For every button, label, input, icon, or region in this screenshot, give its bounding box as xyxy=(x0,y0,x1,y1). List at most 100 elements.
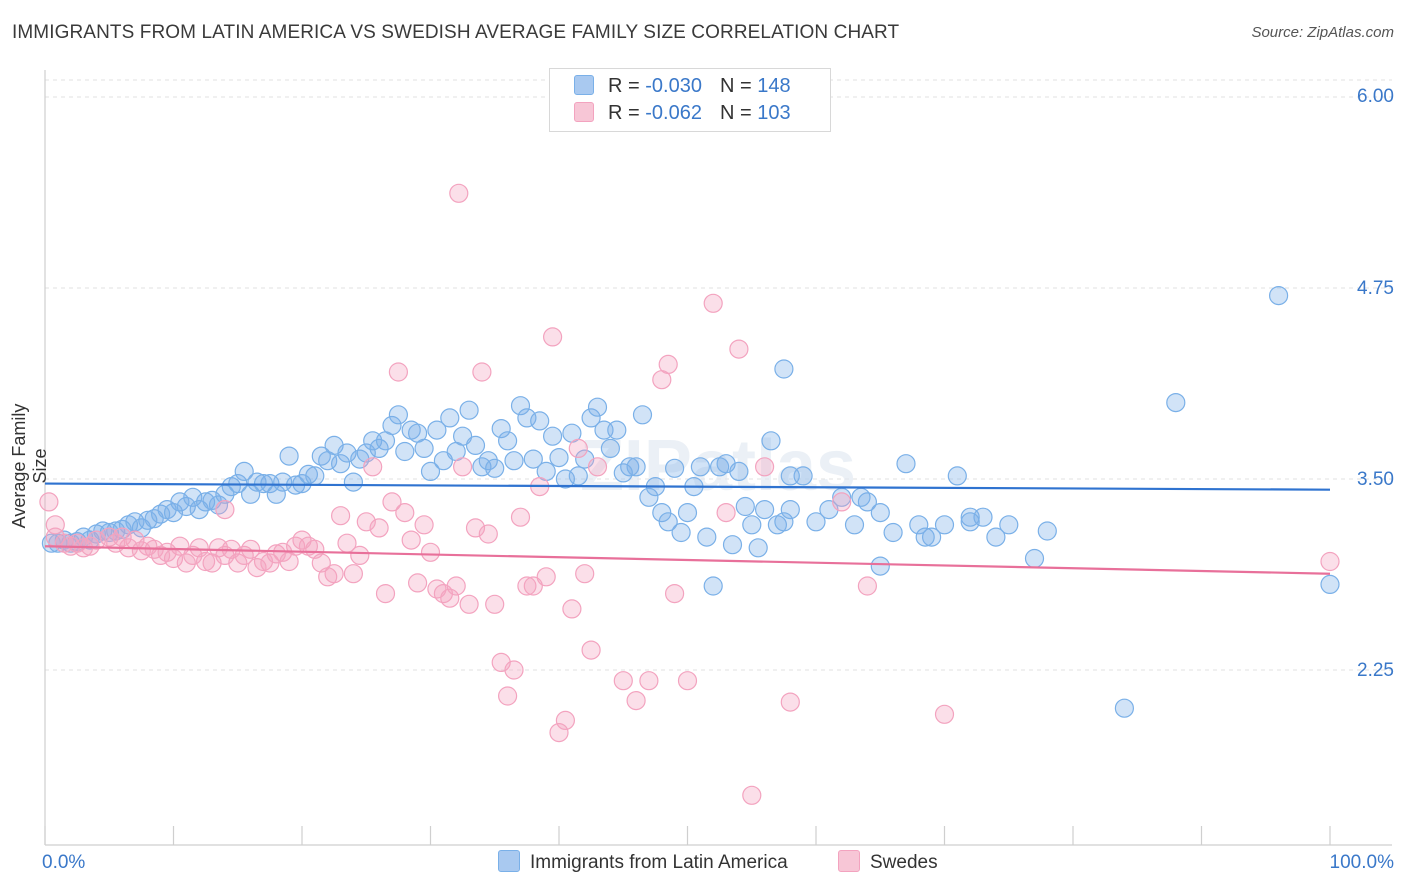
point-latin-america xyxy=(587,397,608,417)
point-swedes xyxy=(575,564,595,584)
point-latin-america xyxy=(774,359,794,379)
point-latin-america xyxy=(780,500,800,520)
legend-r-value: -0.062 xyxy=(645,102,702,124)
point-latin-america xyxy=(478,451,498,471)
point-latin-america xyxy=(690,457,711,477)
x-tick-label: 100.0% xyxy=(1329,852,1394,873)
point-latin-america xyxy=(729,461,749,481)
legend-row-latin-america: R = -0.030 N = 148 xyxy=(574,75,791,98)
point-latin-america xyxy=(491,419,511,439)
point-swedes xyxy=(420,542,441,562)
point-swedes xyxy=(449,183,469,203)
point-swedes xyxy=(170,536,190,556)
point-swedes xyxy=(401,530,421,550)
point-swedes xyxy=(331,506,351,526)
point-swedes xyxy=(498,686,518,706)
point-swedes xyxy=(45,515,65,535)
point-latin-america xyxy=(581,408,601,428)
point-swedes xyxy=(742,785,762,805)
point-latin-america xyxy=(735,496,755,517)
point-latin-america xyxy=(774,512,794,532)
point-latin-america xyxy=(498,431,518,451)
legend-r-value: -0.030 xyxy=(645,75,702,97)
point-latin-america xyxy=(780,466,800,486)
point-swedes xyxy=(196,551,216,572)
point-latin-america xyxy=(388,405,408,425)
point-swedes xyxy=(414,515,434,535)
point-latin-america xyxy=(754,500,775,520)
point-latin-america xyxy=(632,405,653,425)
point-latin-america xyxy=(1320,574,1340,595)
point-latin-america xyxy=(921,527,942,547)
point-swedes xyxy=(228,553,248,573)
bottom-legend-latin-america: Immigrants from Latin America xyxy=(498,850,788,874)
point-latin-america xyxy=(530,411,550,431)
point-swedes xyxy=(857,576,878,596)
legend-swatch-latin-america xyxy=(574,75,594,95)
point-latin-america xyxy=(1024,548,1045,569)
point-latin-america xyxy=(999,515,1019,535)
point-latin-america xyxy=(1166,393,1186,413)
source-label: Source: ZipAtlas.com xyxy=(1251,24,1394,41)
point-swedes xyxy=(729,339,749,359)
point-swedes xyxy=(587,457,608,477)
point-swedes xyxy=(485,594,505,614)
point-latin-america xyxy=(947,466,967,486)
point-swedes xyxy=(324,564,344,584)
point-latin-america xyxy=(279,446,299,466)
point-swedes xyxy=(343,564,363,584)
bottom-legend-label: Immigrants from Latin America xyxy=(530,852,788,873)
point-swedes xyxy=(626,690,646,711)
point-swedes xyxy=(504,660,524,680)
point-swedes xyxy=(478,524,498,544)
point-latin-america xyxy=(671,522,691,543)
legend-n-label: N = xyxy=(719,102,758,124)
point-latin-america xyxy=(504,451,524,471)
point-latin-america xyxy=(427,420,447,440)
point-latin-america xyxy=(761,431,781,451)
point-swedes xyxy=(459,594,479,614)
point-latin-america xyxy=(697,527,717,547)
legend-swatch-swedes xyxy=(574,102,594,122)
point-latin-america xyxy=(465,435,486,455)
point-swedes xyxy=(453,457,473,477)
point-swedes xyxy=(446,576,466,596)
point-latin-america xyxy=(510,396,531,416)
point-latin-america xyxy=(677,502,698,523)
point-latin-america xyxy=(896,454,916,474)
point-swedes xyxy=(440,588,460,608)
point-swedes xyxy=(39,492,59,512)
point-latin-america xyxy=(658,512,678,532)
point-swedes xyxy=(517,576,537,596)
point-swedes xyxy=(369,518,389,538)
point-swedes xyxy=(510,507,531,527)
point-latin-america xyxy=(986,527,1006,547)
point-swedes xyxy=(832,492,852,512)
point-latin-america xyxy=(748,538,768,558)
x-tick-label: 0.0% xyxy=(42,852,86,873)
point-swedes xyxy=(388,362,408,382)
legend-n-value: 148 xyxy=(757,75,791,97)
bottom-legend-swedes: Swedes xyxy=(838,850,938,874)
point-latin-america xyxy=(600,438,621,458)
point-latin-america xyxy=(742,515,762,535)
y-tick-label: 4.75 xyxy=(1357,278,1394,299)
point-latin-america xyxy=(626,457,646,477)
y-tick-label: 6.00 xyxy=(1357,86,1394,107)
point-latin-america xyxy=(1037,521,1057,541)
point-swedes xyxy=(677,671,698,691)
point-latin-america xyxy=(973,507,993,527)
point-latin-america xyxy=(664,458,685,478)
point-swedes xyxy=(716,502,736,523)
point-latin-america xyxy=(382,415,402,436)
point-swedes xyxy=(375,583,396,604)
point-swedes xyxy=(542,327,563,347)
trend-line-latin-america xyxy=(44,482,1331,491)
point-swedes xyxy=(555,710,576,731)
point-latin-america xyxy=(844,515,865,535)
point-swedes xyxy=(780,692,800,712)
point-latin-america xyxy=(485,458,505,478)
watermark: ZIPatlas xyxy=(580,426,856,506)
point-swedes xyxy=(1320,551,1340,572)
